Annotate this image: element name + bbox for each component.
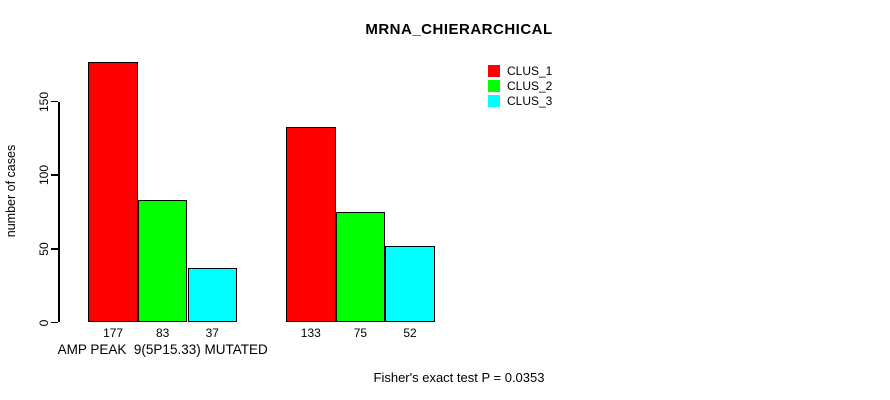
bar	[335, 212, 386, 323]
bar-value-label: 133	[300, 326, 321, 340]
y-tick	[51, 321, 58, 324]
legend-row: CLUS_3	[488, 95, 552, 107]
legend-label: CLUS_3	[507, 94, 553, 108]
y-tick-label: 50	[37, 242, 51, 256]
y-tick-label: 100	[37, 165, 51, 186]
bar-value-label: 37	[205, 326, 219, 340]
legend-swatch	[488, 80, 500, 92]
bar	[88, 61, 138, 323]
legend-swatch	[488, 95, 500, 107]
legend-label: CLUS_2	[507, 79, 553, 93]
bar	[385, 245, 435, 323]
bar	[137, 200, 188, 323]
legend-swatch	[488, 65, 500, 77]
bar-value-label: 52	[403, 326, 417, 340]
chart-title: MRNA_CHIERARCHICAL	[365, 21, 553, 38]
legend: CLUS_1 CLUS_2 CLUS_3	[488, 65, 552, 110]
legend-label: CLUS_1	[507, 64, 553, 78]
y-tick	[51, 100, 58, 103]
y-axis-line	[58, 101, 60, 323]
legend-row: CLUS_1	[488, 65, 552, 77]
bar	[286, 126, 336, 323]
y-tick-label: 150	[37, 91, 51, 112]
bar-value-label: 177	[103, 326, 124, 340]
bar-value-label: 83	[156, 326, 170, 340]
y-tick	[51, 248, 58, 250]
legend-row: CLUS_2	[488, 80, 552, 92]
footer-note: Fisher's exact test P = 0.0353	[373, 370, 545, 385]
bar	[187, 267, 238, 323]
y-tick	[51, 174, 58, 176]
y-tick-label: 0	[37, 319, 51, 326]
x-group-label: AMP PEAK 9(5P15.33) MUTATED	[57, 342, 268, 357]
bar-value-label: 75	[353, 326, 368, 340]
y-axis-title: number of cases	[4, 144, 18, 238]
